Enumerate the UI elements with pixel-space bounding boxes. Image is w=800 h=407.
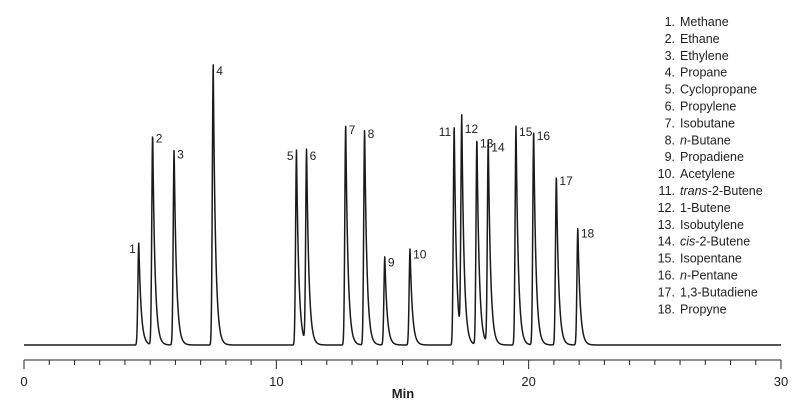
legend-number: 9. [665, 150, 675, 164]
legend-compound-name: Ethylene [680, 49, 729, 63]
peak-label: 6 [310, 149, 317, 163]
legend-number: 15. [658, 252, 675, 266]
x-axis-title: Min [392, 386, 414, 401]
legend-compound-name: 1,3-Butadiene [680, 285, 758, 299]
legend-entry: 7. Isobutane [665, 116, 735, 130]
legend-number: 6. [665, 100, 675, 114]
legend-number: 1. [665, 15, 675, 29]
peak-label: 4 [216, 64, 223, 78]
x-tick-label: 30 [774, 374, 788, 389]
peak-label: 13 [480, 136, 494, 150]
peak-label: 7 [349, 123, 356, 137]
peak-label: 3 [177, 147, 184, 161]
chromatogram-trace-group [23, 64, 782, 346]
peak-label: 17 [559, 174, 573, 188]
legend-compound-name: Cyclopropane [680, 83, 757, 97]
legend-entry: 1. Methane [665, 15, 729, 29]
peak-label: 8 [368, 127, 375, 141]
x-tick-label: 10 [269, 374, 283, 389]
peak-label: 10 [413, 248, 427, 262]
legend-compound-name: Isobutane [680, 116, 735, 130]
legend-number: 16. [658, 269, 675, 283]
legend-entry: 2. Ethane [665, 32, 720, 46]
legend-number: 10. [658, 167, 675, 181]
peak-label: 18 [581, 227, 595, 241]
legend-entry: 3. Ethylene [665, 49, 729, 63]
legend-compound-name: cis-2-Butene [680, 235, 750, 249]
legend-entry: 8. n-Butane [665, 133, 731, 147]
legend-number: 7. [665, 116, 675, 130]
x-tick-label: 20 [521, 374, 535, 389]
peak-label: 1 [129, 242, 136, 256]
legend-number: 2. [665, 32, 675, 46]
legend-number: 13. [658, 218, 675, 232]
legend-entry: 4. Propane [665, 66, 728, 80]
legend-entry: 12. 1-Butene [658, 201, 731, 215]
peak-label: 2 [156, 132, 163, 146]
legend-compound-name: Propyne [680, 302, 727, 316]
legend-compound-name: Propane [680, 66, 727, 80]
x-axis: 0 10 20 30 [20, 359, 788, 389]
legend-entry: 18. Propyne [658, 302, 727, 316]
legend-number: 4. [665, 66, 675, 80]
peak-label: 12 [465, 122, 479, 136]
legend-entry: 14. cis-2-Butene [658, 235, 751, 249]
legend-compound-name: n-Pentane [680, 269, 738, 283]
legend-compound-name: Isopentane [680, 252, 742, 266]
legend-entry: 13. Isobutylene [658, 218, 744, 232]
legend-entry: 9. Propadiene [665, 150, 744, 164]
x-tick-label: 0 [20, 374, 27, 389]
legend-compound-name: n-Butane [680, 133, 731, 147]
legend-number: 18. [658, 302, 675, 316]
legend-number: 14. [658, 235, 675, 249]
peak-label: 11 [439, 125, 452, 139]
legend-entry: 6. Propylene [665, 100, 737, 114]
legend-compound-name: Propadiene [680, 150, 744, 164]
legend-compound-name: 1-Butene [680, 201, 731, 215]
legend-number: 5. [665, 83, 675, 97]
legend-entry: 16. n-Pentane [658, 269, 738, 283]
legend-entry: 10. Acetylene [658, 167, 735, 181]
legend-number: 8. [665, 133, 675, 147]
peak-label: 9 [388, 256, 395, 270]
legend-entry: 5. Cyclopropane [665, 83, 758, 97]
peak-label: 15 [519, 125, 533, 139]
legend-compound-name: Isobutylene [680, 218, 744, 232]
peak-label: 5 [287, 149, 294, 163]
legend-compound-name: Methane [680, 15, 729, 29]
legend-entry: 17. 1,3-Butadiene [658, 285, 758, 299]
legend-number: 11. [659, 184, 675, 198]
legend-compound-name: Ethane [680, 32, 720, 46]
legend-compound-name: Propylene [680, 100, 736, 114]
legend-number: 12. [658, 201, 675, 215]
legend-entry: 11. trans-2-Butene [659, 184, 763, 198]
legend: 1. Methane 2. Ethane 3. Ethylene 4. Propane 5. Cy… [658, 15, 763, 316]
legend-number: 17. [658, 285, 675, 299]
legend-compound-name: Acetylene [680, 167, 735, 181]
peak-label: 16 [537, 129, 551, 143]
legend-number: 3. [665, 49, 675, 63]
legend-entry: 15. Isopentane [658, 252, 742, 266]
legend-compound-name: trans-2-Butene [680, 184, 763, 198]
chromatogram-trace [23, 64, 782, 346]
peak-label: 14 [491, 140, 505, 154]
